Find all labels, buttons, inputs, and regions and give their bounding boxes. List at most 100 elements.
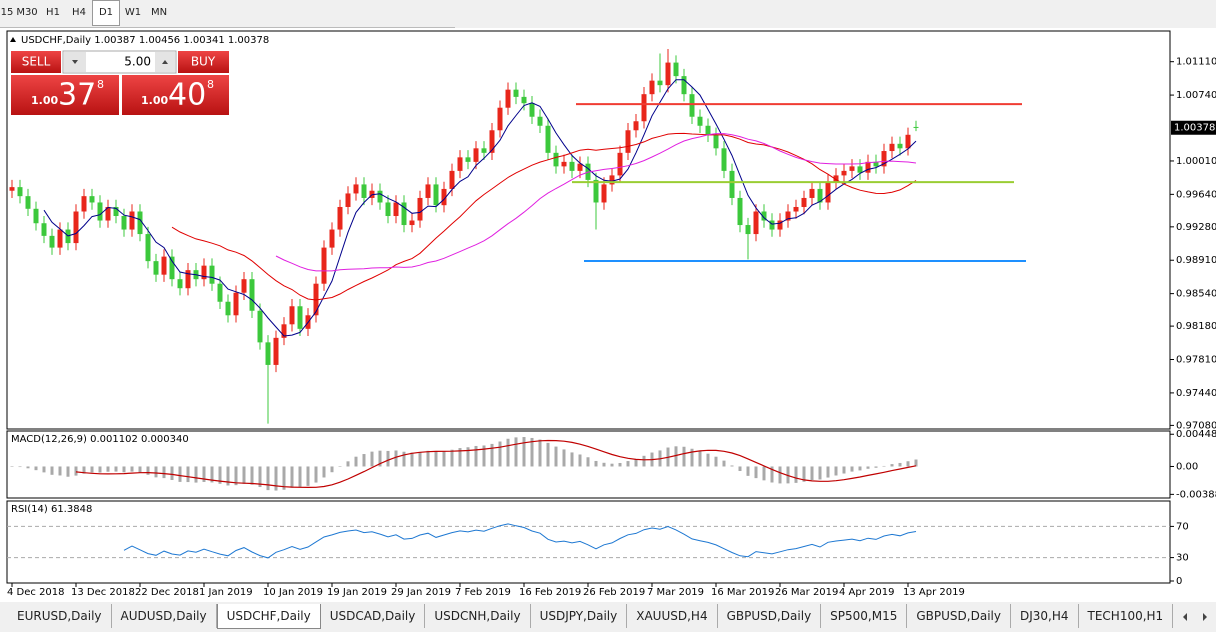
ask-small: 8 (207, 78, 214, 91)
macd-bar (226, 466, 230, 486)
symbol-tab[interactable]: XAUUSD,H4 (627, 604, 718, 628)
candle-body (609, 175, 615, 185)
scroll-left[interactable] (1183, 613, 1187, 621)
ask-box[interactable] (122, 75, 229, 115)
candle-body (553, 152, 559, 167)
timeframe-button[interactable]: H1 (46, 7, 60, 18)
y-tick-label: 1.00740 (1176, 90, 1216, 101)
candle-body (489, 130, 495, 153)
rsi-line (123, 523, 917, 559)
macd-bar (138, 466, 142, 473)
candle-body (513, 89, 519, 97)
lots-input[interactable] (62, 50, 177, 74)
macd-bar (570, 452, 574, 467)
candle-body (473, 148, 479, 162)
timeframe-button[interactable]: 15 (0, 7, 14, 18)
y-tick-label: 1.01110 (1176, 57, 1216, 68)
scroll-right[interactable] (1203, 613, 1207, 621)
macd-bar (498, 441, 502, 467)
candle-body (377, 190, 383, 203)
candle-body (577, 163, 583, 171)
candle-body (777, 220, 783, 230)
symbol-tab[interactable]: DJ30,H4 (1011, 604, 1079, 628)
macd-bar (906, 461, 910, 467)
macd-bar (282, 466, 286, 490)
macd-bar (866, 466, 870, 469)
symbol-tab[interactable]: USDJPY,Daily (531, 604, 628, 628)
macd-bar (522, 437, 526, 467)
y-tick-label: 0.99280 (1176, 222, 1216, 233)
candle-body (641, 94, 647, 122)
macd-bar (74, 466, 78, 476)
candle-body (745, 225, 751, 235)
candle-body (105, 206, 111, 221)
symbol-tab[interactable]: USDCHF,Daily (216, 604, 321, 629)
moving-average (275, 133, 917, 272)
sell-label[interactable]: SELL (22, 55, 51, 69)
x-tick-label: 26 Mar 2019 (775, 587, 838, 598)
buy-button[interactable] (178, 51, 229, 73)
macd-bar (722, 460, 726, 467)
candle-body (785, 211, 791, 221)
candle-body (801, 197, 807, 207)
buy-label[interactable]: BUY (191, 55, 216, 69)
symbol-tab[interactable]: EURUSD,Daily (8, 604, 112, 628)
candle-body (353, 184, 359, 194)
candle-body (177, 279, 183, 289)
timeframe-button[interactable]: W1 (124, 7, 142, 18)
tab-scroll[interactable] (1183, 613, 1207, 621)
macd-bar (794, 466, 798, 483)
candle-body (97, 202, 103, 221)
macd-bar (810, 466, 814, 481)
x-tick-label: 29 Jan 2019 (391, 587, 451, 598)
trade-panel: SELL 5.00 BUY 1.00 37 8 1.00 40 8 (11, 50, 229, 115)
x-tick-label: 22 Dec 2018 (135, 587, 199, 598)
candle-body (753, 211, 759, 235)
symbol-tab[interactable]: SP500,M15 (821, 604, 908, 628)
timeframe-button[interactable]: H4 (72, 7, 86, 18)
candle-body (593, 179, 599, 203)
y-tick-label: 70 (1176, 521, 1189, 532)
symbol-tab[interactable]: USDCAD,Daily (321, 604, 426, 628)
macd-bar (218, 466, 222, 484)
symbol-tab[interactable]: GBPUSD,Daily (718, 604, 822, 628)
timeframe-button[interactable]: M30 (16, 7, 38, 18)
macd-bar (122, 466, 126, 473)
candle-body (201, 265, 207, 280)
candle-body (761, 211, 767, 221)
y-tick-label: 0.98180 (1176, 321, 1216, 332)
macd-bar (434, 451, 438, 467)
candle-body (121, 216, 127, 230)
macd-bar (554, 446, 558, 467)
symbol-tab[interactable]: AUDUSD,Daily (112, 604, 217, 628)
macd-bar (602, 462, 606, 467)
macd-bar (322, 466, 326, 478)
candle-body (89, 196, 95, 203)
candle-body (537, 116, 543, 126)
candle-body (889, 143, 895, 152)
sell-button[interactable] (11, 51, 61, 73)
symbol-tab[interactable]: GBPUSD,Daily (907, 604, 1011, 628)
candle-body (233, 292, 239, 316)
macd-bar (466, 447, 470, 467)
macd-bar (874, 466, 878, 468)
chart-window (0, 28, 1216, 602)
bid-box[interactable] (11, 75, 119, 115)
y-tick-label: 1.00010 (1176, 156, 1216, 167)
macd-bar (530, 437, 534, 467)
collapse-icon[interactable] (10, 37, 16, 42)
symbol-tab[interactable]: TECH100,H1 (1079, 604, 1174, 628)
symbol-tab[interactable]: USDCNH,Daily (425, 604, 531, 628)
macd-bar (698, 451, 702, 467)
candle-body (25, 196, 31, 209)
timeframe-button[interactable]: MN (150, 7, 168, 18)
candle-body (849, 166, 855, 171)
candle-body (185, 270, 191, 289)
timeframe-button[interactable]: D1 (92, 0, 120, 26)
bid-big: 37 (58, 78, 96, 113)
candle-body (809, 188, 815, 198)
macd-bar (274, 466, 278, 491)
candle-body (793, 206, 799, 212)
macd-bar (706, 453, 710, 467)
lots-value[interactable]: 5.00 (124, 55, 151, 69)
